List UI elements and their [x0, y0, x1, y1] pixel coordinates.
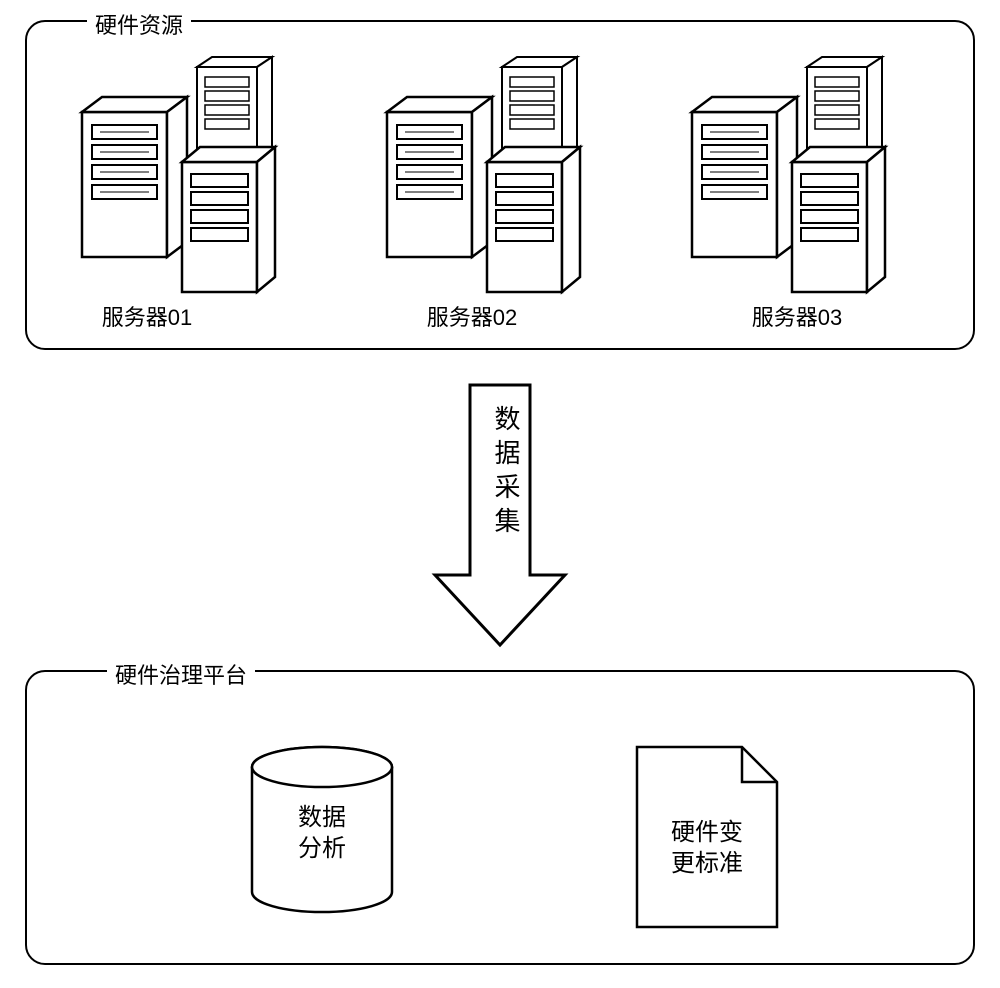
doc-text-line1: 硬件变 — [671, 819, 743, 846]
arrow-label: 数据采集 — [488, 405, 525, 541]
doc-text-line2: 更标准 — [671, 850, 743, 877]
server-label: 服务器02 — [342, 300, 602, 332]
hardware-resources-title: 硬件资源 — [87, 8, 191, 40]
server-group-03: 服务器03 — [677, 52, 937, 312]
server-cluster-icon — [372, 52, 632, 312]
database-icon-container: 数据 分析 — [247, 742, 397, 922]
db-text-line2: 分析 — [298, 835, 346, 862]
db-text-line1: 数据 — [298, 804, 346, 831]
hardware-management-panel: 硬件治理平台 数据 分析 硬件变 更标准 — [25, 670, 975, 965]
server-cluster-icon — [67, 52, 327, 312]
server-cluster-icon — [677, 52, 937, 312]
hardware-management-title: 硬件治理平台 — [107, 658, 255, 690]
server-group-02: 服务器02 — [372, 52, 632, 312]
hardware-resources-panel: 硬件资源 — [25, 20, 975, 350]
data-collection-arrow: 数据采集 — [430, 380, 570, 650]
document-icon-container: 硬件变 更标准 — [627, 742, 787, 932]
server-group-01: 服务器01 — [67, 52, 327, 312]
server-label: 服务器03 — [667, 300, 927, 332]
server-label: 服务器01 — [17, 300, 277, 332]
database-label: 数据 分析 — [247, 802, 397, 864]
document-label: 硬件变 更标准 — [627, 817, 787, 879]
